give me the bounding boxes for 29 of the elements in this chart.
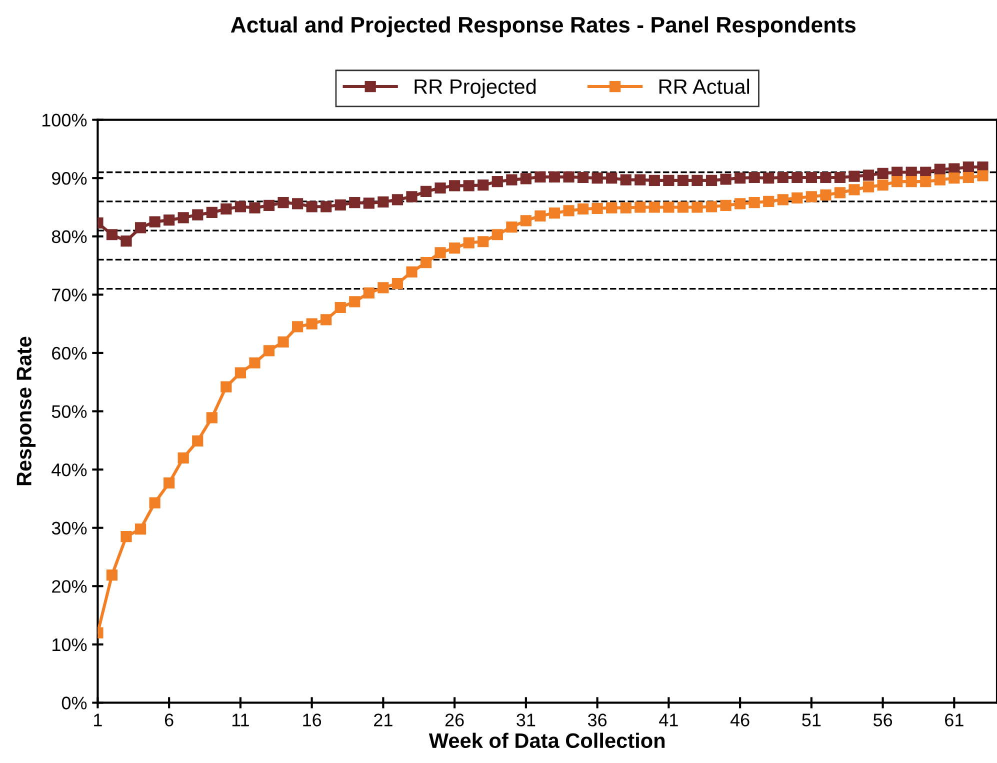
y-tick-label: 100% <box>42 114 87 127</box>
y-tick-label: 80% <box>52 230 87 244</box>
y-tick-label: 70% <box>52 288 87 302</box>
chart-title: Actual and Projected Response Rates - Panel Respondents <box>230 16 856 38</box>
x-tick-label: 21 <box>374 714 392 726</box>
y-tick-label: 90% <box>52 172 87 185</box>
y-tick-label: 0% <box>62 696 87 710</box>
y-tick-label: 60% <box>52 346 87 360</box>
x-tick-label: 56 <box>873 714 892 726</box>
y-tick-label: 50% <box>52 405 87 418</box>
x-tick-label: 1 <box>94 714 102 726</box>
x-tick-label: 6 <box>164 714 174 726</box>
x-tick-label: 31 <box>516 714 536 726</box>
x-tick-label: 26 <box>445 714 464 726</box>
x-axis-title: Week of Data Collection <box>428 732 665 748</box>
x-tick-label: 61 <box>945 714 964 726</box>
x-tick-label: 11 <box>232 714 249 726</box>
y-axis-title: Response Rate <box>16 336 36 486</box>
y-tick-label: 40% <box>52 463 87 476</box>
y-tick-label: 10% <box>52 638 87 652</box>
x-tick-label: 16 <box>303 714 322 726</box>
legend-label: RR Projected <box>414 78 536 98</box>
legend-label: RR Actual <box>659 78 750 94</box>
x-tick-label: 41 <box>659 714 678 726</box>
y-tick-label: 30% <box>52 522 87 535</box>
x-tick-label: 46 <box>730 714 750 726</box>
x-tick-label: 51 <box>802 714 821 726</box>
y-tick-label: 20% <box>52 580 87 593</box>
x-tick-label: 36 <box>588 714 607 726</box>
